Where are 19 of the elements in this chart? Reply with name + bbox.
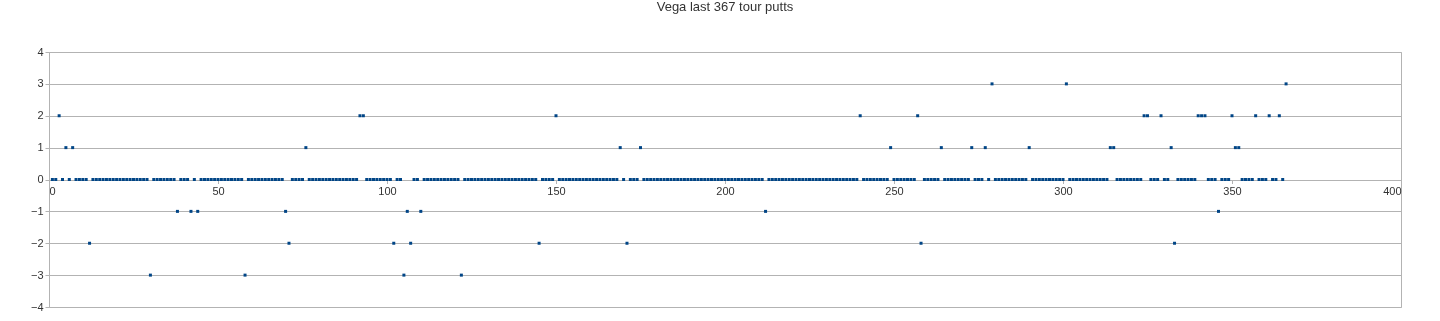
x-tick-label: 150 (547, 185, 566, 197)
x-tick-label: 50 (212, 185, 225, 197)
x-tick-label: 300 (1054, 185, 1073, 197)
y-tick-label: 0 (37, 173, 44, 185)
x-tick-label: 0 (49, 185, 56, 197)
x-tick-label: 350 (1223, 185, 1242, 197)
y-tick-label: −4 (30, 300, 44, 313)
y-tick-label: 2 (37, 109, 44, 122)
y-tick-label: −2 (30, 236, 44, 249)
x-tick-label: 250 (885, 185, 904, 197)
y-tick-label: 1 (37, 141, 44, 154)
y-tick-label: 4 (37, 45, 44, 58)
x-tick-label: 200 (716, 185, 735, 197)
y-tick-label: −3 (30, 268, 44, 281)
x-tick-label: 400 (1383, 185, 1402, 197)
y-tick-label: 3 (37, 77, 44, 90)
x-tick-label: 100 (378, 185, 397, 197)
chart-title: Vega last 367 tour putts (656, 0, 794, 14)
y-tick-label: −1 (30, 204, 44, 217)
